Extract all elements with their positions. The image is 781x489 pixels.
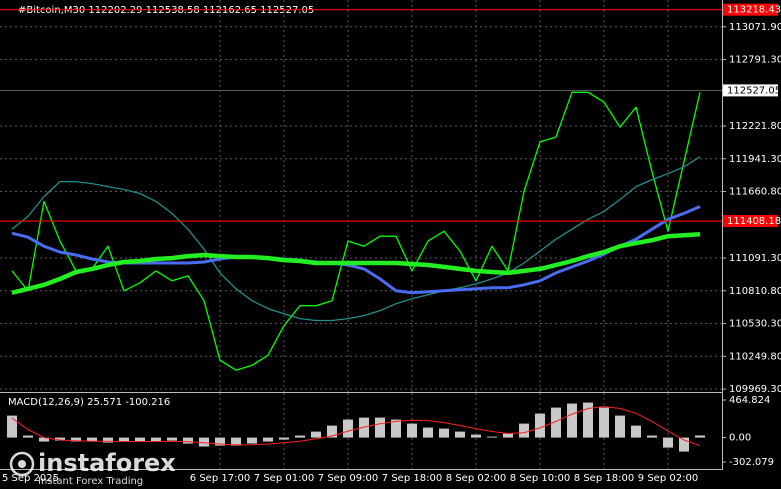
histogram-bar	[151, 437, 161, 442]
price-line	[11, 91, 701, 371]
histogram-bar	[343, 419, 353, 438]
histogram-bar	[551, 407, 561, 438]
y-tick-label: 109969.30	[729, 384, 781, 395]
histogram-bar	[199, 437, 209, 447]
y-tick-label: -302.079	[729, 457, 774, 468]
histogram-bar	[55, 437, 65, 441]
last-price-box	[723, 84, 778, 97]
y-tick-label: 110810.80	[729, 286, 781, 297]
histogram-bar	[679, 437, 689, 452]
histogram-bar	[39, 437, 49, 442]
histogram-bar	[407, 423, 417, 438]
histogram-bar	[135, 437, 145, 442]
histogram-bar	[71, 437, 81, 442]
level-box	[723, 215, 778, 228]
histogram-bar	[23, 435, 33, 438]
watermark-brand: instaforex	[38, 449, 176, 477]
y-tick-label: 111091.30	[729, 253, 781, 264]
histogram-bar	[455, 431, 465, 438]
x-tick-label: 7 Sep 18:00	[382, 473, 442, 484]
histogram-bar	[119, 437, 129, 442]
x-tick-label: 8 Sep 02:00	[446, 473, 506, 484]
histogram-bar	[311, 431, 321, 438]
y-tick-label: 110249.80	[729, 351, 781, 362]
logo-icon-core	[18, 460, 26, 468]
y-tick-label: 111660.80	[729, 187, 781, 198]
x-tick-label: 7 Sep 01:00	[254, 473, 314, 484]
x-tick-label: 5 Sep 2025	[2, 473, 59, 484]
histogram-bar	[503, 433, 513, 438]
histogram-bar	[103, 437, 113, 443]
x-tick-label: 7 Sep 09:00	[318, 473, 378, 484]
x-tick-label: 8 Sep 10:00	[510, 473, 570, 484]
histogram-bar	[647, 435, 657, 438]
level-label: 113218.43	[727, 5, 781, 16]
histogram-bar	[247, 437, 257, 444]
macd-title: MACD(12,26,9) 25.571 -100.216	[8, 397, 170, 408]
histogram-bar	[231, 437, 241, 446]
y-tick-label: 0.00	[729, 433, 751, 444]
x-tick-label: 9 Sep 02:00	[638, 473, 698, 484]
histogram-bar	[567, 403, 577, 438]
price-line	[11, 232, 701, 295]
histogram-bar	[375, 417, 385, 438]
y-tick-label: 110530.30	[729, 319, 781, 330]
histogram-bar	[183, 437, 193, 444]
y-tick-label: 113071.90	[729, 22, 781, 33]
histogram-bar	[167, 437, 177, 441]
histogram-bar	[695, 435, 705, 438]
histogram-bar	[471, 434, 481, 438]
chart-title: #Bitcoin,M30 112202.29 112538.58 112162.…	[18, 5, 314, 16]
histogram-bar	[7, 415, 17, 438]
histogram-bar	[615, 415, 625, 438]
histogram-bar	[487, 436, 497, 438]
y-tick-label: 464.824	[729, 395, 770, 406]
signal-line	[11, 405, 701, 447]
histogram-bar	[663, 437, 673, 448]
histogram-bar	[535, 413, 545, 438]
y-tick-label: 111941.30	[729, 154, 781, 165]
x-tick-label: 6 Sep 17:00	[190, 473, 250, 484]
histogram-bar	[599, 407, 609, 438]
histogram-bar	[391, 419, 401, 438]
histogram-bar	[327, 425, 337, 438]
histogram-bar	[631, 425, 641, 438]
x-tick-label: 8 Sep 18:00	[574, 473, 634, 484]
level-label: 111408.18	[727, 216, 781, 227]
histogram-bar	[295, 435, 305, 438]
histogram-bar	[423, 427, 433, 438]
histogram-bar	[87, 437, 97, 442]
y-tick-label: 112791.30	[729, 55, 781, 66]
histogram-bar	[583, 402, 593, 438]
watermark: instaforex Instant Forex Trading	[9, 449, 176, 487]
histogram-bar	[263, 437, 273, 442]
last-price-label: 112527.05	[727, 85, 781, 96]
histogram-bar	[279, 437, 289, 440]
y-tick-label: 112221.80	[729, 121, 781, 132]
histogram-bar	[439, 428, 449, 438]
watermark-tagline: Instant Forex Trading	[38, 476, 143, 487]
logo-icon	[9, 451, 35, 477]
level-box	[723, 3, 778, 16]
histogram-bar	[519, 423, 529, 438]
histogram-bar	[215, 437, 225, 446]
